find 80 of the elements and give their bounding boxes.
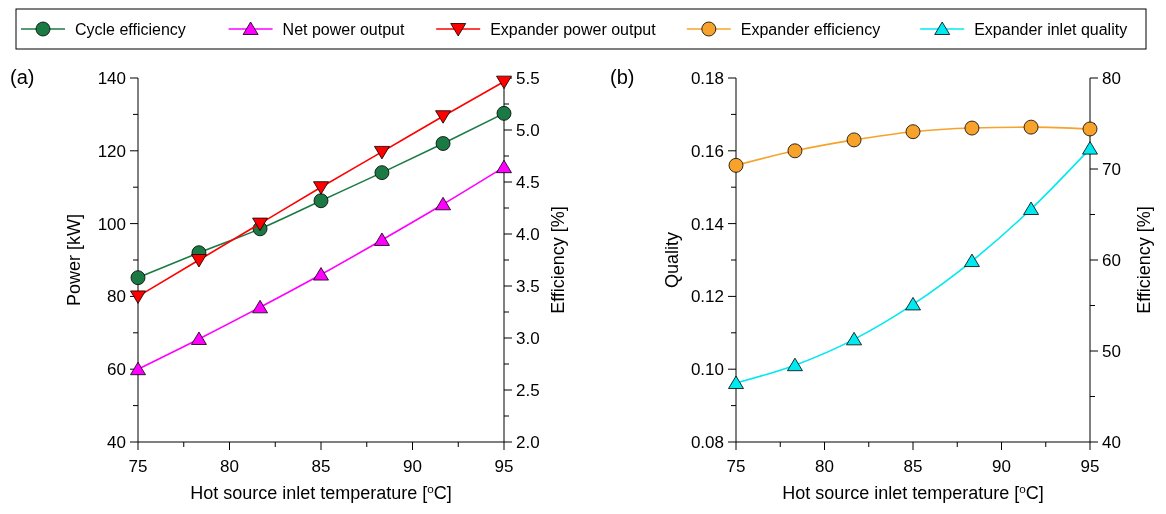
legend-label: Expander power output [490,21,657,38]
point [787,357,803,372]
y-axis-title: Quality [662,231,682,289]
legend-label: Expander efficiency [740,21,881,38]
y-tick-label: 40 [107,433,126,452]
point [728,157,744,173]
x-tick-label: 90 [992,457,1011,476]
x-axis-title: Hot source inlet temperature [$^{o}$C] [782,481,1044,503]
x-tick-label: 95 [494,457,514,476]
y2-tick-label: 2.0 [516,433,540,452]
point [496,159,512,174]
y2-tick-label: 80 [1102,69,1121,88]
y-tick-label: 100 [97,214,126,234]
text: (b) [610,66,635,88]
y-axis-title: Power [kW] [64,213,84,307]
y2-tick-label: 3.0 [516,329,540,348]
x-tick-label: 85 [311,457,331,476]
legend-label: Cycle efficiency [75,21,186,38]
point [435,136,451,151]
point [905,124,921,140]
x-tick-label: 75 [726,457,746,476]
legend-label: Net power output [282,21,406,38]
point [1023,119,1039,135]
point [964,253,980,267]
point [252,299,268,314]
y2-tick-label: 70 [1102,160,1121,179]
point [374,165,390,181]
y-tick-label: 0.08 [690,433,724,452]
text: (a) [10,66,35,88]
point [905,297,921,311]
point [313,181,329,195]
y2-axis-title: Efficiency [%] [1134,206,1154,314]
x-tick-label: 80 [220,457,239,476]
point [787,143,803,159]
y-tick-label: 0.18 [690,69,724,88]
point [435,196,451,211]
point [435,110,451,124]
point [374,145,390,160]
y2-tick-label: 4.0 [516,225,540,244]
point [130,290,146,304]
y-tick-label: 120 [97,141,126,161]
y2-tick-label: 50 [1102,342,1121,361]
x-tick-label: 75 [128,457,148,476]
y2-tick-label: 60 [1102,251,1121,270]
point [191,254,207,268]
point [191,331,207,345]
y-tick-label: 0.16 [690,141,724,161]
y2-tick-label: 4.5 [516,173,540,192]
point [130,270,146,286]
x-tick-label: 80 [815,457,834,476]
point [1023,201,1039,215]
y2-tick-label: 5.5 [516,69,540,88]
y-tick-label: 0.10 [690,360,724,380]
point [1082,121,1098,137]
legend-label: Expander inlet quality [974,21,1128,38]
point [846,331,862,346]
point [252,217,268,231]
y-tick-label: 80 [107,287,126,307]
x-tick-label: 90 [403,457,422,476]
point [496,105,512,121]
point [964,120,980,136]
y-tick-label: 140 [97,69,126,88]
point [728,375,744,389]
x-tick-label: 85 [903,457,923,476]
point [313,267,329,281]
y-tick-label: 0.14 [690,214,724,234]
y2-tick-label: 2.5 [516,381,540,400]
x-tick-label: 95 [1080,457,1100,476]
y-tick-label: 0.12 [690,287,724,307]
y2-axis-title: Efficiency [%] [548,206,568,314]
y2-tick-label: 5.0 [516,121,540,140]
point [1082,141,1098,155]
y2-tick-label: 3.5 [516,277,540,296]
y-tick-label: 60 [107,360,126,380]
point [846,132,862,148]
point [374,232,390,246]
point [313,193,329,209]
x-axis-title: Hot source inlet temperature [$^{o}$C] [190,481,452,503]
y2-tick-label: 40 [1102,433,1121,452]
point [130,361,146,376]
